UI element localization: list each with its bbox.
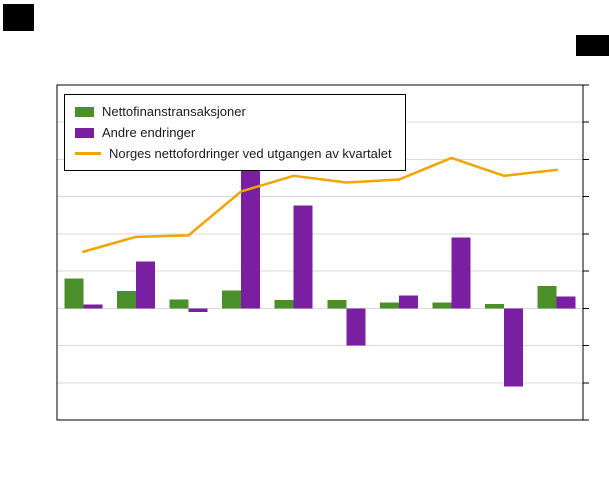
- legend-swatch-green-bar: [75, 106, 94, 117]
- decoration-top-right: [576, 35, 609, 56]
- legend-swatch-purple-bar: [75, 127, 94, 138]
- legend-label: Andre endringer: [102, 125, 196, 140]
- legend-label: Nettofinanstransaksjoner: [102, 104, 246, 119]
- decoration-top-left: [3, 4, 34, 31]
- legend-item-andre-endringer: Andre endringer: [75, 124, 392, 141]
- legend-item-nettofordringer-linje: Norges nettofordringer ved utgangen av k…: [75, 145, 392, 162]
- legend-swatch-orange-line: [75, 152, 101, 155]
- legend-label: Norges nettofordringer ved utgangen av k…: [109, 146, 392, 161]
- legend-item-nettofinanstransaksjoner: Nettofinanstransaksjoner: [75, 103, 392, 120]
- legend: Nettofinanstransaksjoner Andre endringer…: [64, 94, 406, 171]
